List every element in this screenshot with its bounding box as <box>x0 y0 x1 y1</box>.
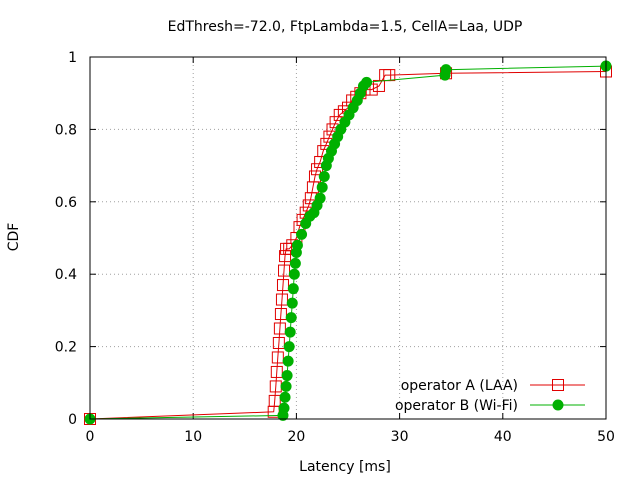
x-tick-label: 40 <box>494 429 512 445</box>
chart-title: EdThresh=-72.0, FtpLambda=1.5, CellA=Laa… <box>168 19 523 35</box>
legend: operator A (LAA) operator B (Wi-Fi) <box>395 378 585 414</box>
data-point <box>280 380 292 392</box>
legend-label: operator B (Wi-Fi) <box>395 398 518 414</box>
data-point <box>440 64 452 76</box>
data-point <box>272 336 285 349</box>
data-point <box>285 312 297 324</box>
y-tick-label: 0 <box>68 412 77 428</box>
data-point <box>279 250 292 263</box>
data-point <box>282 355 294 367</box>
y-tick-label: 0.2 <box>55 340 77 356</box>
data-point <box>276 279 289 292</box>
ticks-layer: 0 10 20 30 40 50 0 0.2 0.4 0.6 0.8 1 <box>55 50 615 445</box>
data-point <box>274 308 287 321</box>
data-point <box>372 79 385 92</box>
y-axis-label: CDF <box>6 223 22 252</box>
x-tick-label: 30 <box>391 429 409 445</box>
data-point <box>275 293 288 306</box>
data-point <box>278 264 291 277</box>
data-point <box>283 341 295 353</box>
legend-item: operator A (LAA) <box>401 378 585 394</box>
data-point <box>314 192 326 204</box>
data-point <box>316 181 328 193</box>
y-tick-label: 0.8 <box>55 122 77 138</box>
data-point <box>291 239 303 251</box>
x-axis-label: Latency [ms] <box>299 459 391 475</box>
data-point <box>289 257 301 269</box>
series-operator-b <box>84 60 612 425</box>
legend-marker <box>552 399 564 411</box>
data-point <box>268 394 281 407</box>
data-point <box>287 283 299 295</box>
data-point <box>286 297 298 309</box>
data-point <box>281 370 293 382</box>
data-point <box>288 268 300 280</box>
data-point <box>318 170 330 182</box>
data-point <box>278 402 290 414</box>
series-layer <box>84 60 612 425</box>
y-tick-label: 1 <box>68 50 77 66</box>
x-tick-label: 10 <box>184 429 202 445</box>
x-tick-label: 50 <box>597 429 615 445</box>
legend-marker <box>552 379 564 391</box>
data-point <box>284 326 296 338</box>
legend-item: operator B (Wi-Fi) <box>395 398 585 414</box>
plot-frame <box>89 56 607 420</box>
y-tick-label: 0.6 <box>55 195 77 211</box>
data-point <box>271 351 284 364</box>
legend-label: operator A (LAA) <box>401 378 518 394</box>
data-point <box>361 76 373 88</box>
data-point <box>296 228 308 240</box>
x-tick-label: 0 <box>86 429 95 445</box>
x-tick-label: 20 <box>287 429 305 445</box>
data-point <box>273 322 286 335</box>
y-tick-label: 0.4 <box>55 267 77 283</box>
data-point <box>279 391 291 403</box>
data-point <box>270 365 283 378</box>
